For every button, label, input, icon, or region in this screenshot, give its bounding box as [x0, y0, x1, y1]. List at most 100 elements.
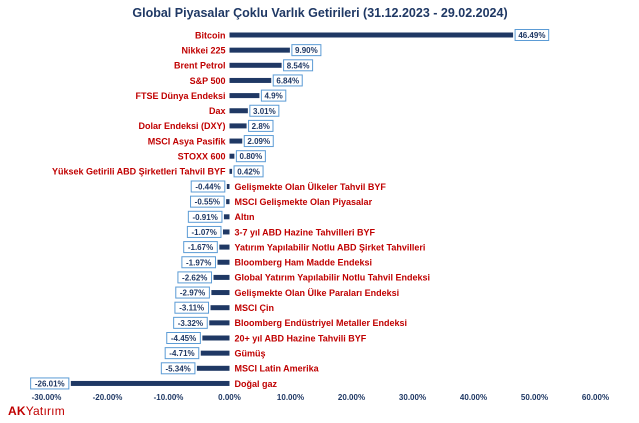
x-tick-label-6: 30.00%	[399, 393, 426, 402]
value-label-box-22	[160, 362, 196, 375]
logo-text-yatirim: Yatırım	[25, 404, 65, 418]
x-tick-label-4: 10.00%	[277, 393, 304, 402]
bar-5	[229, 108, 248, 114]
category-label-16: Global Yatırım Yapılabilir Notlu Tahvil …	[235, 273, 431, 283]
value-label-box-3	[272, 74, 303, 87]
x-tick-label-9: 60.00%	[582, 393, 609, 402]
value-label-box-10	[190, 180, 226, 193]
bar-7	[229, 138, 243, 144]
chart-title: Global Piyasalar Çoklu Varlık Getirileri…	[132, 6, 507, 20]
category-label-2: Brent Petrol	[174, 61, 226, 71]
value-label-box-4	[260, 89, 287, 102]
bar-19	[209, 320, 230, 326]
value-label-13: -1.07%	[191, 228, 216, 237]
category-label-17: Gelişmekte Olan Ülke Paraları Endeksi	[235, 288, 400, 298]
bar-11	[226, 199, 230, 205]
value-label-box-13	[186, 225, 222, 238]
value-label-6: 2.8%	[252, 122, 270, 131]
bar-12	[223, 214, 230, 220]
bar-20	[202, 335, 230, 341]
category-label-11: MSCI Gelişmekte Olan Piyasalar	[235, 197, 373, 207]
value-label-4: 4.9%	[264, 92, 282, 101]
x-tick-label-3: 0.00%	[218, 393, 241, 402]
category-label-12: Altın	[235, 212, 255, 222]
value-label-17: -2.97%	[180, 289, 205, 298]
value-label-18: -3.11%	[179, 304, 204, 313]
x-tick-label-0: -30.00%	[32, 393, 62, 402]
bar-4	[229, 93, 260, 99]
value-label-box-14	[183, 241, 218, 254]
category-label-15: Bloomberg Ham Madde Endeksi	[235, 258, 373, 268]
value-label-19: -3.32%	[178, 319, 203, 328]
value-label-11: -0.55%	[195, 198, 220, 207]
bar-2	[229, 62, 282, 68]
value-label-21: -4.71%	[169, 349, 194, 358]
x-tick-label-1: -20.00%	[93, 393, 123, 402]
value-label-8: 0.80%	[240, 152, 263, 161]
value-label-box-18	[174, 301, 210, 314]
value-label-5: 3.01%	[253, 107, 276, 116]
category-label-0: Bitcoin	[195, 30, 226, 40]
category-label-13: 3-7 yıl ABD Hazine Tahvilleri BYF	[235, 227, 376, 237]
value-label-box-21	[164, 347, 200, 360]
bar-23	[70, 380, 230, 386]
category-label-1: Nikkei 225	[181, 45, 225, 55]
value-label-box-16	[177, 271, 213, 284]
value-label-1: 9.90%	[295, 46, 318, 55]
value-label-box-9	[233, 165, 264, 178]
bar-8	[229, 153, 235, 159]
value-label-box-20	[166, 332, 201, 344]
value-label-14: -1.67%	[188, 243, 213, 252]
bar-22	[196, 365, 230, 371]
value-label-box-17	[175, 286, 210, 299]
value-label-box-6	[248, 119, 274, 132]
labels-layer: 46.49% Bitcoin 9.90% Nikkei 225 8.54% Brent P…	[30, 29, 550, 390]
category-label-7: MSCI Asya Pasifik	[148, 136, 227, 146]
bar-9	[229, 168, 233, 174]
x-tick-label-7: 40.00%	[460, 393, 487, 402]
value-label-box-11	[190, 195, 225, 208]
category-label-5: Dax	[209, 106, 226, 116]
value-label-9: 0.42%	[237, 167, 260, 176]
value-label-12: -0.91%	[192, 213, 217, 222]
value-label-7: 2.09%	[247, 137, 270, 146]
category-label-3: S&P 500	[190, 76, 226, 86]
category-label-8: STOXX 600	[178, 152, 226, 162]
value-label-3: 6.84%	[276, 76, 299, 85]
x-tick-label-5: 20.00%	[338, 393, 365, 402]
bar-15	[217, 259, 230, 265]
bar-21	[200, 350, 230, 356]
bar-1	[229, 47, 290, 53]
value-label-box-8	[235, 150, 266, 163]
logo-text-ak: AK	[8, 404, 26, 418]
value-label-box-0	[514, 29, 550, 41]
category-label-9: Yüksek Getirili ABD Şirketleri Tahvil BY…	[52, 167, 226, 177]
category-label-22: MSCI Latin Amerika	[235, 364, 320, 374]
value-label-22: -5.34%	[165, 364, 190, 373]
value-label-2: 8.54%	[287, 61, 310, 70]
category-label-6: Dolar Endeksi (DXY)	[138, 121, 225, 131]
value-label-20: -4.45%	[171, 334, 196, 343]
x-axis: -30.00% -20.00% -10.00% 0.00% 10.00% 20.00% 30…	[32, 393, 609, 402]
value-label-10: -0.44%	[195, 183, 220, 192]
category-label-19: Bloomberg Endüstriyel Metaller Endeksi	[235, 318, 408, 328]
value-label-16: -2.62%	[182, 273, 207, 282]
akyatirim-logo: AKYatırım	[8, 404, 65, 418]
category-label-20: 20+ yıl ABD Hazine Tahvili BYF	[235, 333, 367, 343]
bar-18	[210, 305, 230, 311]
category-label-18: MSCI Çin	[235, 303, 275, 313]
value-label-box-15	[181, 256, 216, 269]
category-label-21: Gümüş	[235, 348, 266, 358]
bar-10	[226, 184, 230, 189]
value-label-23: -26.01%	[35, 379, 65, 388]
category-label-23: Doğal gaz	[235, 379, 278, 389]
value-label-0: 46.49%	[518, 31, 545, 40]
category-label-4: FTSE Dünya Endeksi	[135, 91, 225, 101]
bar-14	[219, 244, 230, 250]
x-tick-label-2: -10.00%	[154, 393, 184, 402]
category-label-14: Yatırım Yapılabilir Notlu ABD Şirket Tah…	[235, 242, 426, 252]
value-label-box-2	[283, 59, 314, 72]
category-label-10: Gelişmekte Olan Ülkeler Tahvil BYF	[235, 182, 387, 192]
bar-6	[229, 123, 247, 129]
